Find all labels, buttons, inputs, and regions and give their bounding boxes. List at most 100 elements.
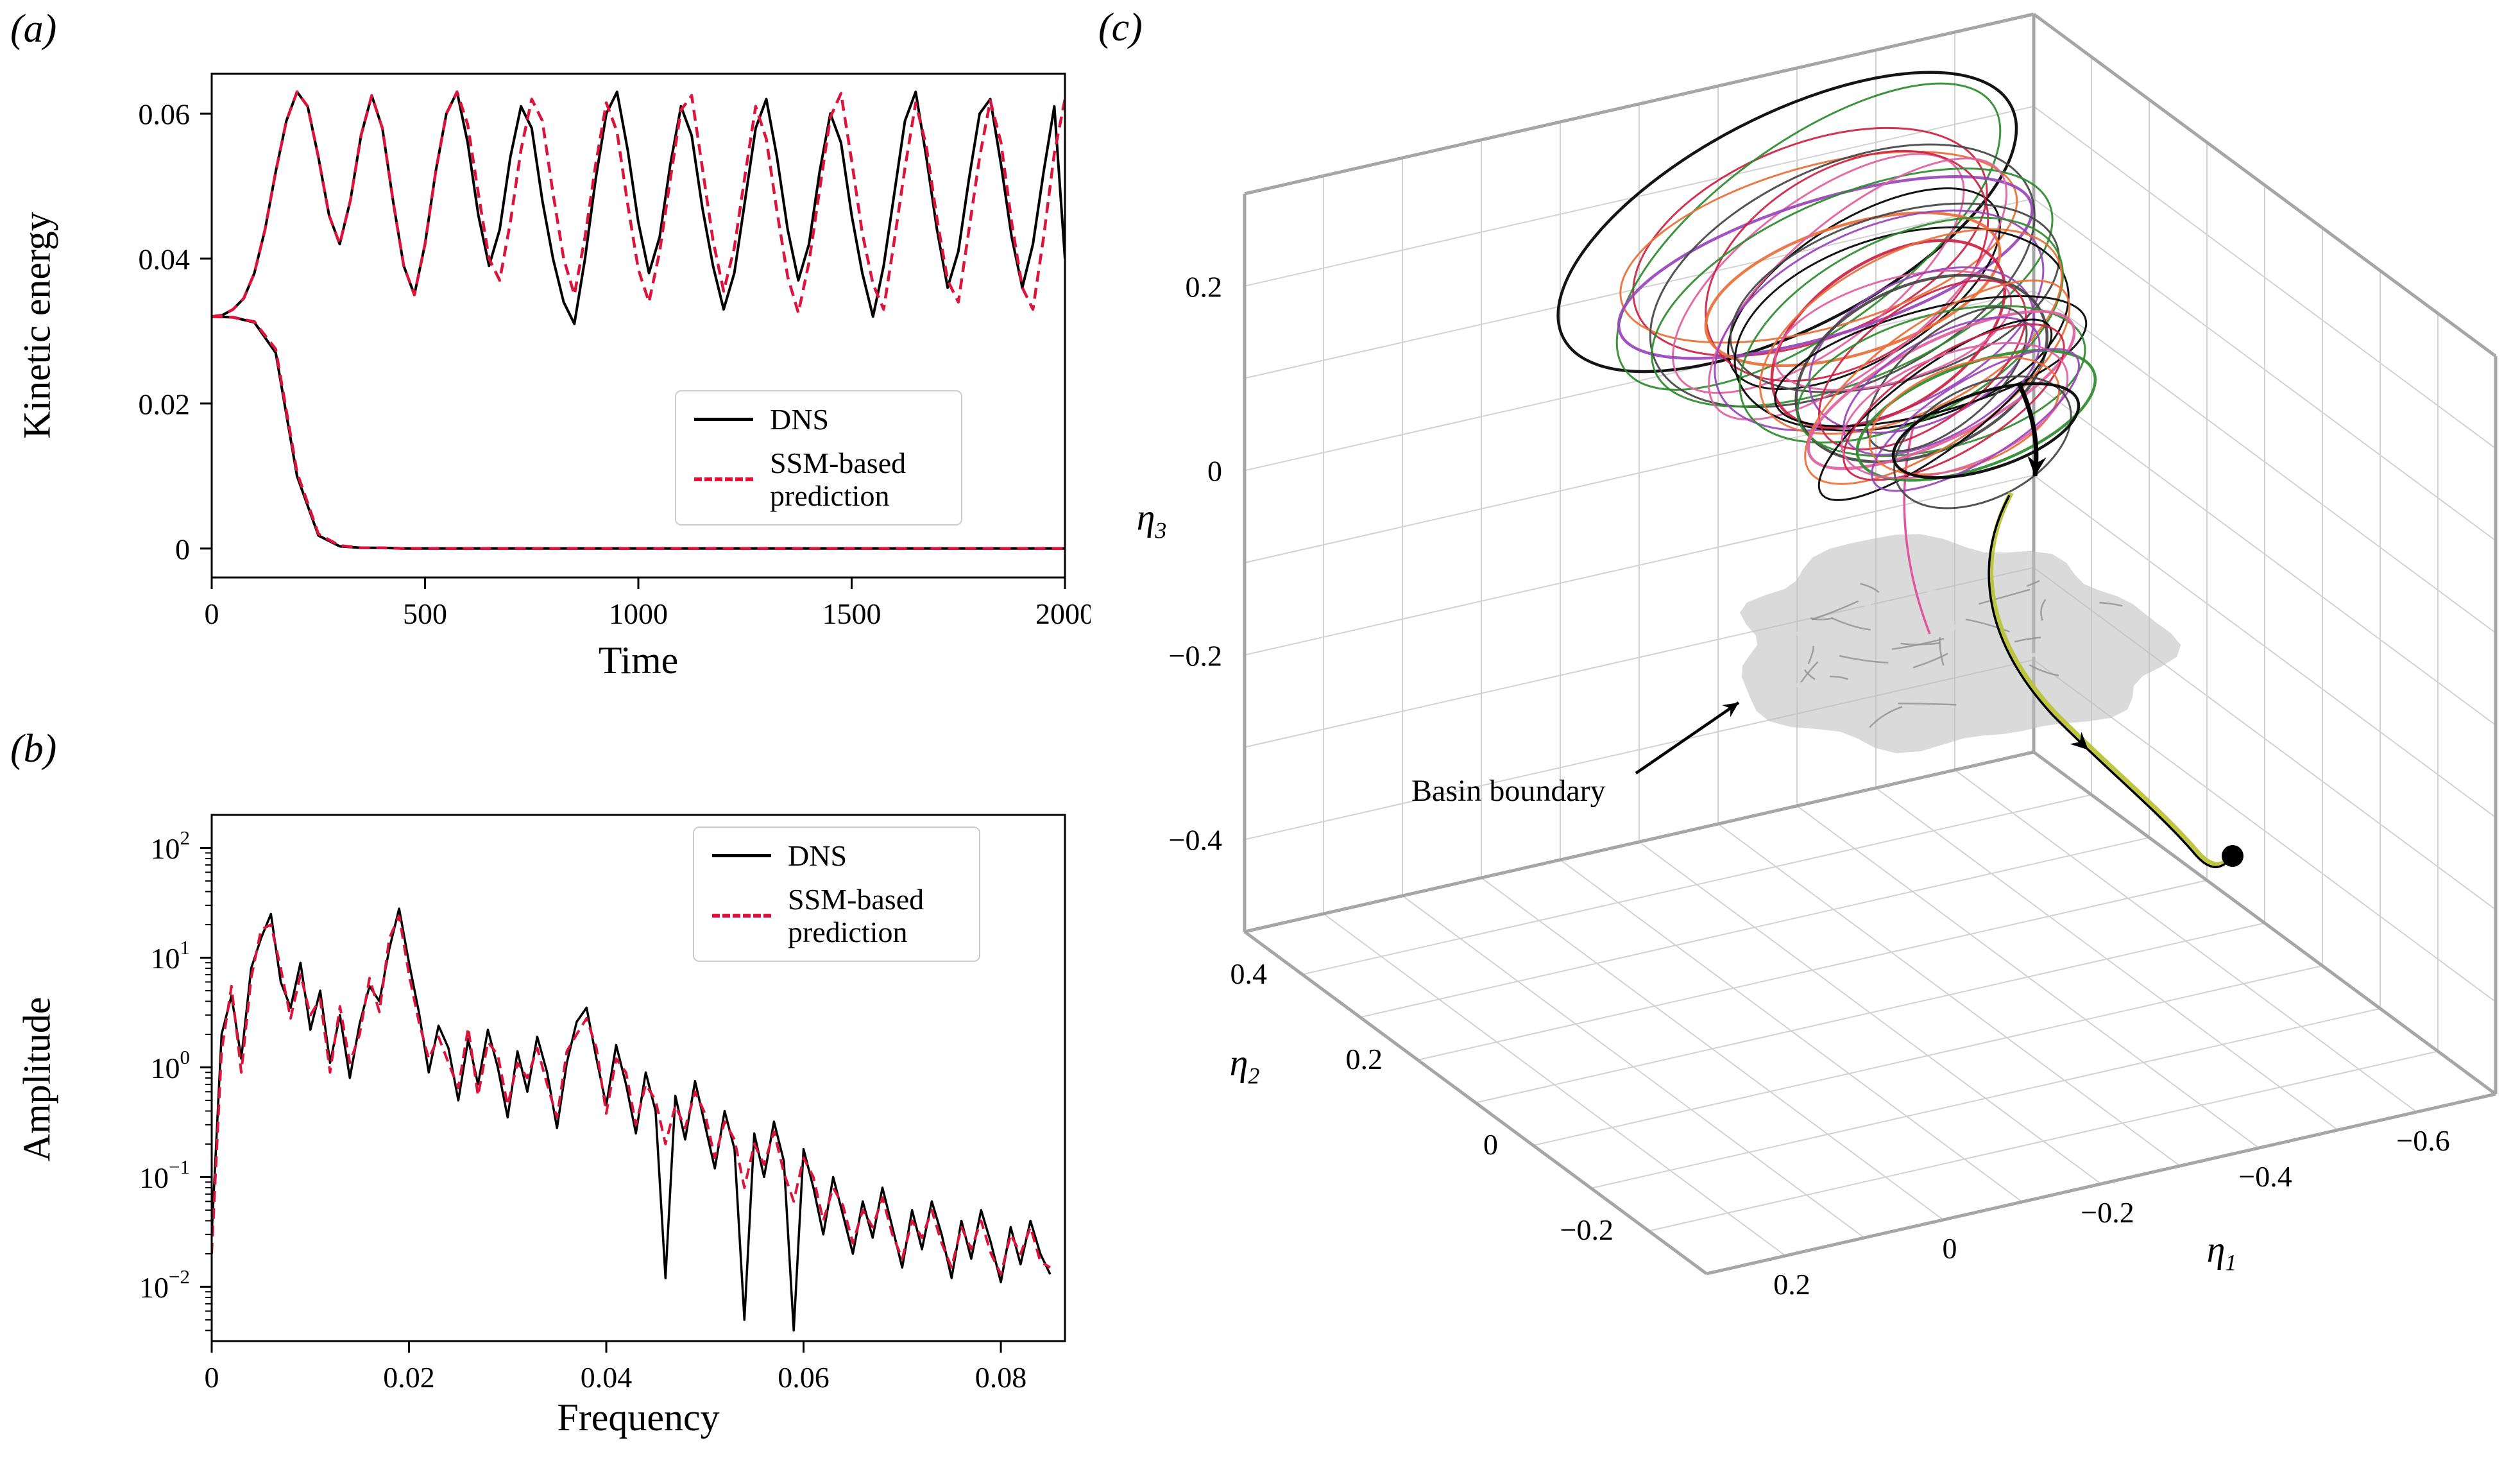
b-series-ssm-1 <box>212 914 1051 1276</box>
legend-entry-ssm: SSM-based prediction <box>694 447 943 513</box>
ssm-dashed-line-swatch <box>694 477 753 482</box>
attractor-loop <box>1807 309 2076 470</box>
panel-a-xlabel: Time <box>598 639 679 681</box>
eta2-tick-label: −0.2 <box>1560 1213 1613 1246</box>
basin-annotation-arrow <box>1635 701 1740 774</box>
legend-entry-dns: DNS <box>694 403 943 436</box>
b-series-dns-0 <box>212 907 1051 1332</box>
a-ytick-label: 0.04 <box>139 243 191 276</box>
panel-c-letter: (c) <box>1098 6 1143 49</box>
b-xtick-label: 0.02 <box>383 1361 435 1394</box>
attractor-loop <box>1617 175 2034 360</box>
b-ytick-label: 102 <box>151 826 191 865</box>
chaotic-attractor <box>1556 71 2097 509</box>
panel-b-ylabel: Amplitude <box>15 997 58 1162</box>
legend-label-ssm: SSM-based prediction <box>788 882 924 949</box>
a-xtick-label: 2000 <box>1035 597 1091 630</box>
panel-a-legend: DNS SSM-based prediction <box>675 390 962 526</box>
attractor-loop <box>1615 82 2002 391</box>
attractor-loop <box>1770 239 2007 429</box>
legend-entry-ssm: SSM-based prediction <box>712 883 961 949</box>
eta1-symbol: η <box>2206 1228 2226 1270</box>
attractor-loop <box>1651 167 2054 407</box>
eta1-tick-label: −0.6 <box>2396 1124 2449 1157</box>
arrowhead <box>1722 703 1739 717</box>
legend-label-ssm: SSM-based prediction <box>770 446 907 513</box>
panel-c-3d-plot: 0.2 0 −0.2 −0.4 −0.6 0.4 0.2 0 −0.2 0.2 0 −0.2 −0.4 <box>1169 12 2498 1301</box>
eta3-symbol: η <box>1136 496 1155 538</box>
attractor-loop <box>1796 305 2086 458</box>
arrowhead <box>2027 456 2047 476</box>
b-ytick-label: 100 <box>151 1046 191 1084</box>
arrowhead <box>2070 732 2089 750</box>
b-xtick-label: 0.04 <box>581 1361 633 1394</box>
attractor-loop <box>1818 279 2027 450</box>
panel-b-letter: (b) <box>10 727 57 771</box>
a-ytick-label: 0 <box>175 533 190 565</box>
eta1-tick-label: 0 <box>1943 1232 1957 1265</box>
eta3-tick-label: 0.2 <box>1186 271 1223 304</box>
a-ytick-label: 0.02 <box>139 388 191 420</box>
eta1-axis-label: η1 <box>2207 1228 2237 1276</box>
basin-boundary-surface <box>1740 534 2181 753</box>
attractor-loop <box>1556 71 2018 373</box>
panel-c-phase-space: 0.2 0 −0.2 −0.4 −0.6 0.4 0.2 0 −0.2 0.2 0 −0.2 −0.4 … <box>1091 0 2520 1463</box>
eta2-tick-label: 0.2 <box>1346 1043 1383 1075</box>
a-ytick-label: 0.06 <box>139 98 191 131</box>
eta2-axis-label: η2 <box>1230 1041 1260 1090</box>
dns-line-swatch <box>694 418 753 422</box>
a-xtick-label: 1500 <box>822 597 881 630</box>
a-xtick-label: 0 <box>205 597 219 630</box>
eta3-tick-label: 0 <box>1207 455 1222 488</box>
legend-label-dns: DNS <box>788 839 847 872</box>
a-xtick-label: 500 <box>403 597 447 630</box>
basin-boundary-annotation: Basin boundary <box>1411 774 1606 808</box>
eta1-tick-label: −0.2 <box>2081 1196 2134 1229</box>
eta1-tick-label: 0.2 <box>1773 1268 1810 1301</box>
attractor-loop <box>1774 295 2088 427</box>
eta2-tick-label: 0.4 <box>1230 957 1268 990</box>
eta2-symbol: η <box>1229 1041 1248 1084</box>
panel-a-letter: (a) <box>10 7 57 51</box>
eta1-tick-label: −0.4 <box>2238 1160 2292 1193</box>
panel-a-kinetic-energy: 0 500 1000 1500 2000 0 0.02 0.04 0.06 (a) Kineti… <box>0 0 1091 719</box>
attractor-loop <box>1866 306 2028 452</box>
b-ytick-label: 10−1 <box>139 1156 190 1194</box>
attractor-loop <box>1841 342 2069 479</box>
attractor-loop <box>1871 348 2080 492</box>
a-series-ssm-2 <box>212 90 1065 318</box>
b-xtick-label: 0.06 <box>778 1361 830 1394</box>
attractor-loop <box>1891 382 2081 479</box>
panel-a-plot: 0 500 1000 1500 2000 0 0.02 0.04 0.06 <box>139 73 1091 630</box>
eta1-subscript: 1 <box>2225 1249 2237 1276</box>
legend-entry-dns: DNS <box>712 839 961 873</box>
attractor-loop <box>1729 202 2060 393</box>
panel-b-xlabel: Frequency <box>557 1396 720 1439</box>
b-ytick-label: 10−2 <box>139 1265 190 1304</box>
attractor-loop <box>1804 279 2071 485</box>
b-ytick-label: 101 <box>151 936 191 975</box>
escape-trajectory-dns <box>1988 495 2233 869</box>
ssm-dashed-line-swatch <box>712 914 771 918</box>
dns-line-swatch <box>712 854 771 858</box>
b-axes: 0 0.02 0.04 0.06 0.08 102 101 100 10−1 10−2 <box>139 814 1066 1394</box>
stable-fixed-point <box>2222 845 2243 867</box>
a-xtick-label: 1000 <box>609 597 668 630</box>
a-axes: 0 500 1000 1500 2000 0 0.02 0.04 0.06 <box>139 73 1091 630</box>
attractor-loop <box>1759 228 2063 435</box>
panel-a-ylabel: Kinetic energy <box>15 212 58 439</box>
attractor-loop <box>1733 226 2070 432</box>
attractor-loop <box>1855 348 2097 482</box>
eta3-tick-label: −0.2 <box>1169 640 1222 672</box>
eta2-tick-label: 0 <box>1483 1128 1498 1161</box>
attractor-loop <box>1708 157 2008 421</box>
panel-b-legend: DNS SSM-based prediction <box>693 826 980 962</box>
a-series-ssm-3 <box>212 315 1065 551</box>
attractor-loop <box>1704 211 2002 368</box>
attractor-loop <box>1893 375 2072 509</box>
a-series-dns-0 <box>212 90 1065 325</box>
eta2-subscript: 2 <box>1248 1063 1260 1089</box>
panel-b-plot: 0 0.02 0.04 0.06 0.08 102 101 100 10−1 10−2 <box>139 814 1066 1394</box>
attractor-loop <box>1619 150 2018 344</box>
